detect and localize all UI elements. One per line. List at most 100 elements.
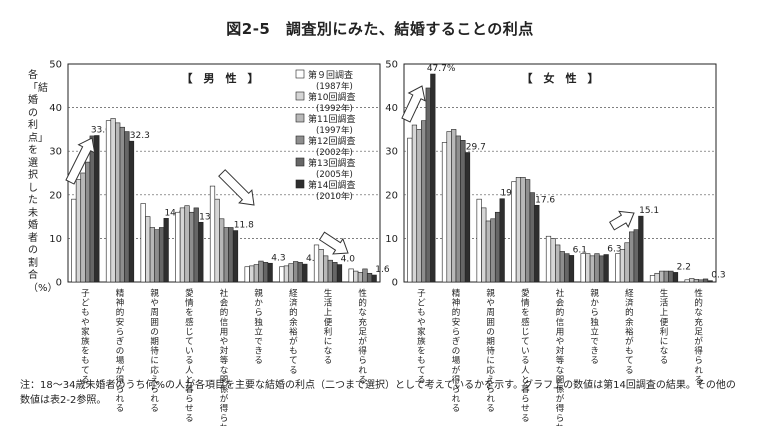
female-category-label-char: も <box>625 347 634 357</box>
male-category-label-char: る <box>324 356 333 366</box>
female-category-label-char: な <box>694 308 703 318</box>
female-bar <box>654 272 660 283</box>
female-y-tick-label: 30 <box>385 147 398 158</box>
male-bar <box>348 268 354 283</box>
female-bar <box>441 142 448 283</box>
female-category-label-char: れ <box>486 395 495 405</box>
male-bar <box>71 198 77 283</box>
female-category-label-char: き <box>590 347 599 357</box>
female-bar <box>698 279 704 283</box>
male-category-label-char: 余 <box>289 317 298 328</box>
male-bar <box>75 179 82 283</box>
male-y-tick-label: 30 <box>49 147 62 158</box>
male-category-label-char: れ <box>358 366 367 376</box>
trend-arrow-icon <box>609 210 635 231</box>
male-bar <box>302 263 308 283</box>
female-category-label-char: れ <box>452 395 461 405</box>
female-category-label-char: な <box>556 366 565 376</box>
female-category-label-char: 家 <box>417 326 426 337</box>
female-data-label: 29.7 <box>466 143 486 153</box>
male-bar <box>232 230 239 283</box>
female-bar <box>615 253 621 283</box>
male-category-label-char: 期 <box>150 337 159 347</box>
male-bar <box>163 218 169 283</box>
male-y-tick-label: 50 <box>49 60 62 71</box>
legend-year: (1997年) <box>316 125 353 136</box>
male-category-label-char: も <box>81 356 90 366</box>
male-bar <box>189 211 195 283</box>
female-category-label-char: ど <box>417 299 426 309</box>
female-bar <box>629 231 635 283</box>
male-bar <box>193 207 199 283</box>
female-category-label-char: 応 <box>486 365 495 376</box>
male-category-label-char: 的 <box>358 298 367 309</box>
male-category-label-char: れ <box>220 423 229 426</box>
male-category-label-char: 済 <box>289 298 298 309</box>
female-bar <box>580 253 586 283</box>
male-category-label-char: い <box>185 347 194 357</box>
female-category-label-char: て <box>625 356 634 366</box>
female-category-label-char: 足 <box>694 327 703 337</box>
male-category-label-char: 生 <box>324 288 333 299</box>
female-bar <box>476 198 482 283</box>
male-category-label-char: 待 <box>150 346 159 357</box>
male-bar <box>154 229 160 283</box>
legend-swatch <box>295 69 305 79</box>
male-category-label-char: 的 <box>289 307 298 318</box>
male-bar <box>249 265 255 283</box>
female-y-tick-label: 50 <box>385 60 398 71</box>
male-bar <box>140 203 146 283</box>
female-bar <box>416 129 422 283</box>
female-category-label-char: の <box>486 327 495 337</box>
female-bar <box>545 235 552 283</box>
trend-arrow-icon <box>65 137 96 185</box>
male-bar <box>228 227 234 283</box>
female-category-label-char: や <box>417 318 426 328</box>
female-bar <box>485 220 491 283</box>
female-bar <box>511 181 517 283</box>
female-category-label-char: 生 <box>660 288 669 299</box>
male-bar <box>209 185 216 283</box>
male-category-label-char: 子 <box>81 289 90 299</box>
female-category-label-char: 社 <box>556 288 565 299</box>
male-bar <box>362 268 368 283</box>
female-bar <box>668 270 674 283</box>
female-bar <box>446 131 452 283</box>
female-category-label-char: 待 <box>486 346 495 357</box>
female-category-label-char: に <box>486 356 495 366</box>
footnote: 注：18〜34歳未婚者のうち何%の人が各項目を主要な結婚の利点（二つまで選択）と… <box>20 380 736 406</box>
male-data-label: 4.3 <box>271 253 285 263</box>
male-bar <box>184 205 190 283</box>
female-category-label-char: 周 <box>486 308 495 318</box>
female-category-label-char: 安 <box>452 317 461 328</box>
male-category-label-char: え <box>150 375 159 385</box>
male-category-label-char: 囲 <box>150 318 159 328</box>
male-category-label-char: て <box>185 337 194 347</box>
male-bar <box>267 262 273 283</box>
female-category-label-char: 充 <box>694 317 703 328</box>
legend-year: (2002年) <box>316 147 353 158</box>
male-bar <box>89 135 95 283</box>
male-category-label-char: る <box>81 375 90 385</box>
female-category-label-char: 上 <box>660 308 669 318</box>
male-category-label-char: 安 <box>116 317 125 328</box>
female-category-label-char: 余 <box>625 317 634 328</box>
male-category-label-char: 的 <box>220 307 229 318</box>
female-category-label-char: ら <box>590 308 599 318</box>
female-category-label-char: 得 <box>556 403 565 414</box>
female-category-label-char: 場 <box>452 355 461 366</box>
female-category-label-char: と <box>521 375 530 385</box>
male-bar <box>323 255 329 283</box>
female-category-label-char: る <box>486 404 495 414</box>
female-bar <box>638 215 644 283</box>
female-category-label-char: ら <box>556 414 565 424</box>
female-category-label-char: れ <box>556 423 565 426</box>
male-category-label-char: 裕 <box>289 326 298 337</box>
female-category-label-char: 子 <box>417 289 426 299</box>
female-bar <box>407 137 413 283</box>
male-category-label-char: 得 <box>220 403 229 414</box>
female-bar <box>534 204 540 283</box>
